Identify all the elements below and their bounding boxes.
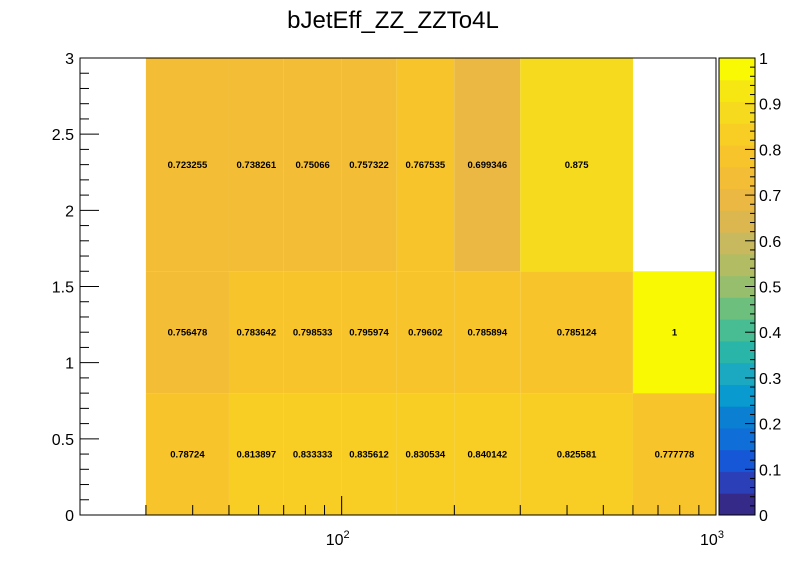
cell-value-label: 0.833333 [293, 450, 333, 461]
cell-value-label: 0.798533 [293, 328, 333, 339]
colorbar-tick-label: 0.1 [759, 462, 781, 479]
colorbar-segment [719, 297, 755, 320]
colorbar-segment [719, 384, 755, 407]
colorbar-segment [719, 79, 755, 103]
colorbar-segment [719, 427, 755, 451]
y-tick-label: 2.5 [52, 127, 74, 144]
y-tick-label: 0.5 [52, 432, 74, 449]
heatmap-cells [145, 58, 716, 515]
colorbar-segment [719, 232, 755, 255]
cell-value-label: 0.78724 [170, 450, 205, 461]
heatmap-cell [283, 271, 342, 394]
cell-value-label: 0.783642 [237, 328, 277, 339]
cell-value-label: 0.767535 [406, 160, 446, 171]
x-tick-label: 103 [700, 529, 724, 549]
heatmap-cell [520, 393, 633, 515]
colorbar-tick-label: 0.2 [759, 417, 781, 434]
cell-value-label: 0.75066 [295, 160, 329, 171]
cell-value-label: 0.777778 [655, 450, 695, 461]
colorbar-segment [719, 166, 755, 190]
colorbar-segment [719, 101, 755, 124]
heatmap-cell [454, 271, 521, 394]
colorbar-segment [719, 210, 755, 233]
colorbar-segment [719, 319, 755, 342]
cell-value-label: 0.757322 [349, 160, 389, 171]
heatmap-cell [283, 393, 342, 515]
cell-value-label: 1 [672, 328, 678, 339]
cell-value-label: 0.875 [565, 160, 589, 171]
cell-value-label: 0.756478 [168, 328, 208, 339]
colorbar-tick-label: 0.7 [759, 188, 781, 205]
heatmap-cell [454, 393, 521, 515]
heatmap-cell [145, 271, 229, 394]
heatmap-cell [396, 393, 455, 515]
cell-value-label: 0.835612 [349, 450, 389, 461]
heatmap-cell [632, 393, 716, 515]
colorbar-segment [719, 493, 755, 516]
colorbar-tick-label: 0.8 [759, 142, 781, 159]
heatmap-cell [341, 58, 397, 272]
heatmap-cell-labels: 0.78724 0.813897 0.833333 0.835612 0.830534 0… [168, 160, 695, 460]
heatmap-cell [454, 58, 521, 272]
heatmap-cell [228, 271, 284, 394]
cell-value-label: 0.79602 [408, 328, 442, 339]
heatmap-cell [341, 393, 397, 515]
heatmap-cell [520, 271, 633, 394]
cell-value-label: 0.723255 [168, 160, 208, 171]
heatmap-cell [396, 271, 455, 394]
colorbar-segment [719, 188, 755, 211]
colorbar-tick-label: 0 [759, 508, 768, 525]
colorbar: 0 0.1 0.2 0.3 0.4 0.5 0.6 0.7 0.8 0.9 1 [718, 51, 781, 525]
cell-value-label: 0.813897 [237, 450, 277, 461]
colorbar-tick-label: 0.6 [759, 234, 781, 251]
y-tick-label: 0 [65, 508, 74, 525]
colorbar-segment [719, 471, 755, 494]
cell-value-label: 0.830534 [406, 450, 446, 461]
colorbar-segment [719, 449, 755, 472]
plot-axes: 0 0.5 1 1.5 2 2.5 3 102 103 [52, 51, 724, 549]
colorbar-tick-label: 0.4 [759, 325, 781, 342]
heatmap-cell [396, 58, 455, 272]
colorbar-segment [719, 123, 755, 146]
cell-value-label: 0.840142 [467, 450, 507, 461]
colorbar-segment [719, 58, 755, 81]
colorbar-tick-label: 1 [759, 51, 768, 68]
colorbar-tick-label: 0.3 [759, 371, 781, 388]
heatmap-cell [632, 271, 716, 394]
y-tick-label: 3 [65, 51, 74, 68]
colorbar-segment [719, 340, 755, 364]
cell-value-label: 0.795974 [349, 328, 389, 339]
heatmap-cell [228, 393, 284, 515]
heatmap-cell [145, 393, 229, 515]
colorbar-tick-label: 0.5 [759, 280, 781, 297]
colorbar-segment [719, 275, 755, 298]
cell-value-label: 0.785124 [557, 328, 597, 339]
heatmap-cell [283, 58, 342, 272]
heatmap-cell [341, 271, 397, 394]
heatmap-cell [145, 58, 229, 272]
cell-value-label: 0.825581 [557, 450, 597, 461]
cell-value-label: 0.699346 [467, 160, 507, 171]
colorbar-segment [719, 145, 755, 168]
colorbar-segment [719, 253, 755, 277]
colorbar-segment [719, 362, 755, 385]
y-tick-label: 1 [65, 356, 74, 373]
colorbar-tick-label: 0.9 [759, 97, 781, 114]
y-tick-label: 2 [65, 203, 74, 220]
y-tick-label: 1.5 [52, 280, 74, 297]
cell-value-label: 0.785894 [467, 328, 507, 339]
x-tick-label: 102 [326, 529, 350, 549]
colorbar-segment [719, 406, 755, 429]
cell-value-label: 0.738261 [237, 160, 277, 171]
chart-title: bJetEff_ZZ_ZZTo4L [287, 7, 499, 34]
heatmap-cell [228, 58, 284, 272]
heatmap-cell [520, 58, 633, 272]
